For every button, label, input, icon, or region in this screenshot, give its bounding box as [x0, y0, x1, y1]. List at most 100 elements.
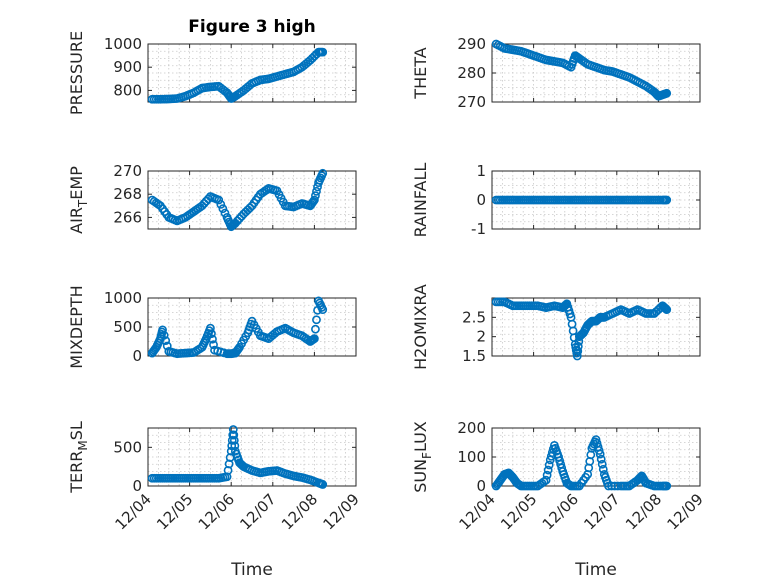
- y-axis-label: TERRMSL: [67, 421, 90, 494]
- y-tick-label: 2: [476, 328, 486, 346]
- data-point: [543, 465, 553, 475]
- data-point: [318, 305, 328, 314]
- data-point: [216, 199, 226, 209]
- data-point: [230, 441, 240, 451]
- y-tick-label: 800: [113, 81, 142, 99]
- data-point: [214, 195, 224, 205]
- data-point: [573, 341, 583, 351]
- y-tick-label: 100: [457, 448, 486, 466]
- data-point: [229, 435, 239, 445]
- data-point: [208, 334, 217, 344]
- data-point: [662, 305, 672, 314]
- data-point: [594, 446, 604, 455]
- y-tick-label: 270: [113, 162, 142, 180]
- y-tick-label: 1000: [104, 35, 142, 53]
- data-point: [318, 47, 328, 57]
- y-tick-label: 900: [113, 58, 142, 76]
- x-tick-label: 12/06: [195, 490, 238, 533]
- data-point: [218, 204, 228, 214]
- data-point: [595, 449, 605, 459]
- data-point: [312, 186, 321, 196]
- data-point: [661, 304, 671, 314]
- data-point: [598, 464, 608, 474]
- data-point: [542, 470, 552, 480]
- data-point: [159, 330, 169, 340]
- y-axis-label: RAINFALL: [411, 163, 430, 238]
- x-tick-label: 12/07: [580, 490, 623, 533]
- y-axis-label: SUNFLUX: [411, 421, 434, 493]
- y-tick-label: 1000: [104, 289, 142, 307]
- data-point: [662, 481, 672, 491]
- axes-box: [147, 43, 357, 103]
- axes-theta: 270 280 290 THETA: [411, 35, 701, 111]
- x-tick-label: 12/08: [278, 490, 321, 533]
- axes-box: [147, 427, 357, 487]
- y-tick-label: 0: [476, 477, 486, 495]
- data-point: [604, 481, 613, 491]
- data-point: [161, 336, 171, 346]
- axes-air_temp: 266 268 270 AIRTEMP: [67, 162, 357, 234]
- data-point: [662, 88, 672, 98]
- data-point: [207, 329, 216, 339]
- y-tick-label: 1: [476, 162, 486, 180]
- data-point: [312, 315, 321, 325]
- data-point: [610, 481, 620, 491]
- y-tick-label: 266: [113, 208, 142, 226]
- data-point: [541, 475, 551, 485]
- x-tick-label: 12/05: [497, 490, 540, 533]
- data-point: [573, 346, 583, 356]
- x-tick-label: 12/08: [622, 490, 665, 533]
- x-tick-label: 12/09: [320, 490, 363, 533]
- y-tick-label: 0: [132, 477, 142, 495]
- y-axis-label: PRESSURE: [67, 31, 86, 115]
- data-point: [203, 194, 213, 204]
- x-axis-label: Time: [574, 560, 617, 580]
- x-tick-label: 12/04: [112, 490, 155, 533]
- data-point: [311, 324, 320, 334]
- axes-rainfall: -1 0 1 RAINFALL: [411, 162, 701, 238]
- data-point: [209, 340, 218, 350]
- y-tick-label: 290: [457, 35, 486, 53]
- data-point: [309, 334, 319, 343]
- axes-box: [491, 297, 701, 357]
- data-point: [660, 303, 670, 313]
- data-point: [318, 168, 328, 178]
- data-point: [607, 481, 616, 491]
- axes-mixdepth: 0 500 1000 MIXDEPTH: [67, 285, 357, 369]
- axes-pressure: 800 900 1000 PRESSURE Figure 3 high: [67, 17, 357, 115]
- x-tick-label: 12/05: [153, 490, 196, 533]
- data-point: [205, 323, 215, 333]
- y-tick-label: 268: [113, 185, 142, 203]
- data-point: [596, 454, 606, 464]
- y-tick-label: 270: [457, 93, 486, 111]
- data-point: [318, 480, 328, 489]
- data-point: [311, 191, 320, 201]
- x-tick-label: 12/04: [456, 490, 499, 533]
- y-tick-label: -1: [471, 220, 486, 238]
- data-point: [597, 459, 607, 469]
- y-axis-label: MIXDEPTH: [67, 285, 86, 368]
- axes-h2omixra: 1.52 2.5 H2OMIXRA: [411, 284, 701, 370]
- data-point: [228, 425, 238, 434]
- data-point: [572, 351, 582, 361]
- x-tick-label: 12/06: [539, 490, 582, 533]
- y-axis-label: THETA: [411, 47, 430, 99]
- y-axis-label: H2OMIXRA: [411, 284, 430, 370]
- chart-title: Figure 3 high: [188, 17, 316, 37]
- y-axis-label: AIRTEMP: [67, 166, 90, 234]
- x-axis-label: Time: [230, 560, 273, 580]
- y-tick-label: 500: [113, 318, 142, 336]
- x-tick-label: 12/09: [664, 490, 707, 533]
- y-tick-label: 500: [113, 438, 142, 456]
- data-point: [158, 325, 167, 335]
- x-tick-label: 12/07: [236, 490, 279, 533]
- y-tick-label: 0: [132, 347, 142, 365]
- data-point: [229, 430, 239, 440]
- y-tick-label: 2.5: [462, 308, 486, 326]
- y-tick-label: 200: [457, 419, 486, 437]
- data-point: [544, 460, 554, 470]
- data-point: [662, 195, 672, 205]
